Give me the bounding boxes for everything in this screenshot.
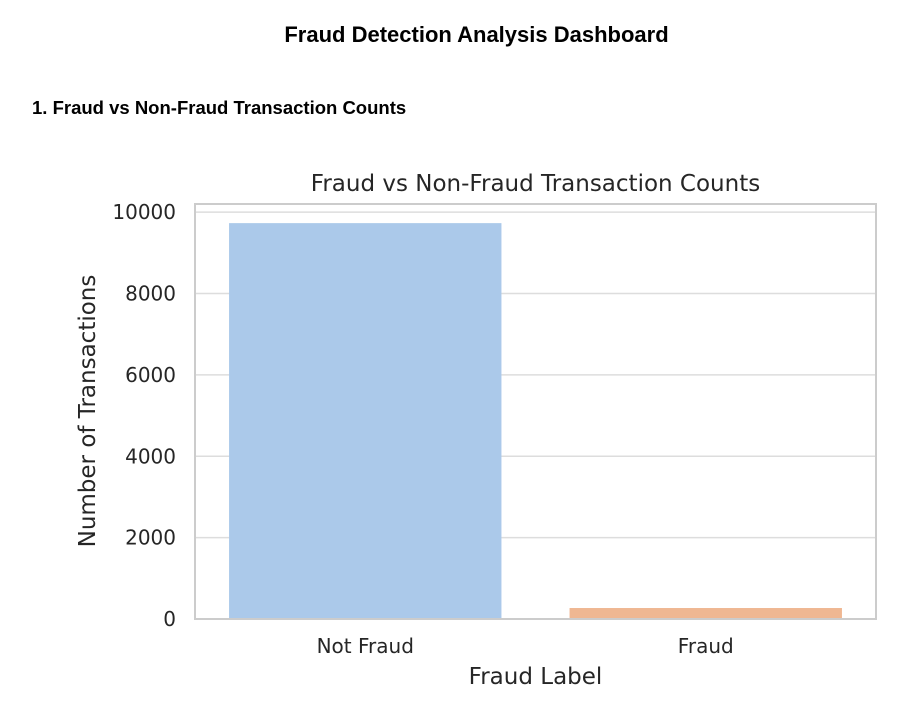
x-tick-labels: Not Fraud Fraud <box>317 634 734 658</box>
section-title: 1. Fraud vs Non-Fraud Transaction Counts <box>32 97 407 118</box>
y-tick-label: 2000 <box>125 526 176 550</box>
chart-title: Fraud vs Non-Fraud Transaction Counts <box>311 171 760 197</box>
y-tick-label: 6000 <box>125 363 176 387</box>
y-tick-label: 0 <box>163 607 176 631</box>
page-title: Fraud Detection Analysis Dashboard <box>284 22 669 47</box>
bar-fraud <box>569 608 842 619</box>
bars <box>229 223 842 619</box>
bar-not-fraud <box>229 223 502 619</box>
y-tick-label: 8000 <box>125 282 176 306</box>
x-tick-label: Fraud <box>678 634 734 658</box>
y-tick-labels: 0 2000 4000 6000 8000 10000 <box>112 200 176 631</box>
x-axis-label: Fraud Label <box>469 664 603 690</box>
y-axis-label: Number of Transactions <box>75 275 101 548</box>
plot-frame <box>194 203 877 620</box>
y-tick-label: 10000 <box>112 200 176 224</box>
x-tick-label: Not Fraud <box>317 634 414 658</box>
y-tick-label: 4000 <box>125 444 176 468</box>
